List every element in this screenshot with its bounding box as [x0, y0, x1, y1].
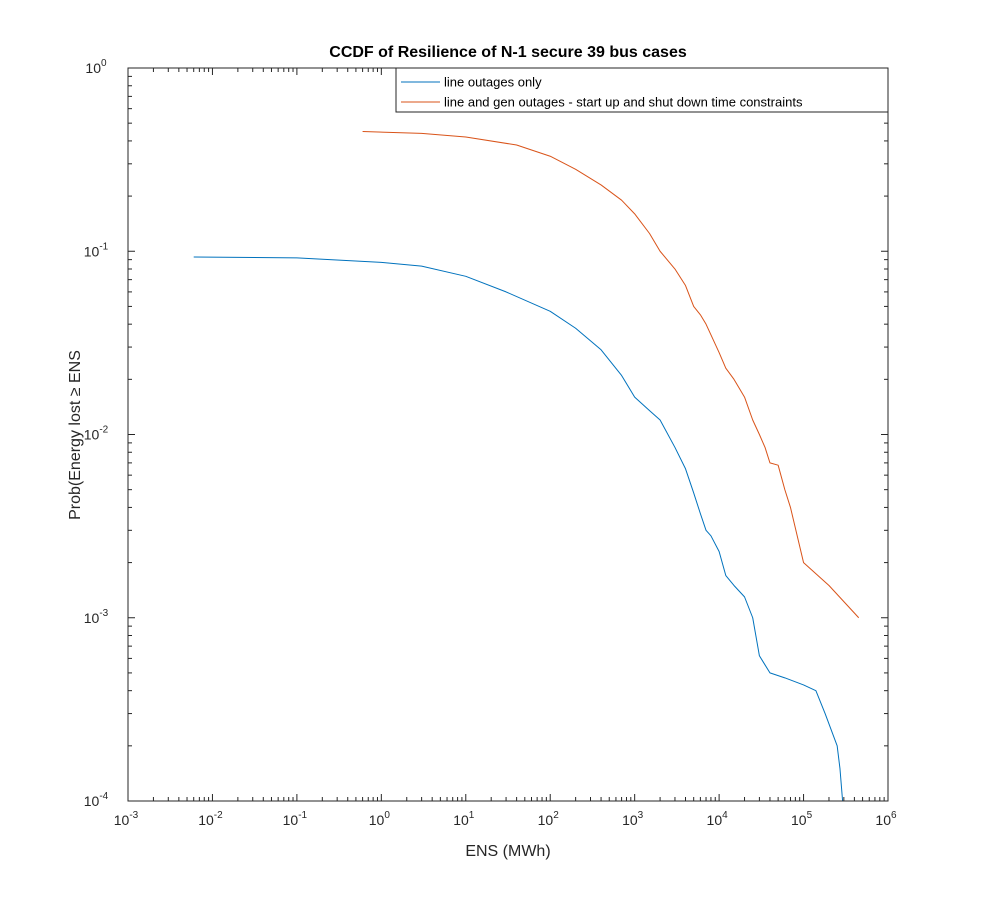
series-layer	[193, 131, 860, 802]
plot-area: 10-3 10-2 10-1 100 101 102 103 104 105 106 10-4 10-…	[84, 58, 897, 828]
tick-layer: 10-3 10-2 10-1 100 101 102 103 104 105 106 10-4 10-…	[84, 58, 897, 828]
axes-background	[128, 68, 888, 801]
y-tick-label: 10-4	[84, 791, 109, 809]
x-tick-label: 101	[453, 810, 475, 828]
x-tick-label: 10-3	[114, 810, 139, 828]
legend-label-line-outages: line outages only	[444, 75, 542, 90]
chart-title: CCDF of Resilience of N-1 secure 39 bus …	[329, 44, 687, 61]
series-line-0	[193, 256, 844, 802]
y-tick-label: 100	[85, 58, 107, 76]
x-tick-label: 105	[791, 810, 813, 828]
x-axis-label: ENS (MWh)	[465, 843, 550, 860]
x-tick-label: 10-2	[198, 810, 223, 828]
x-tick-label: 102	[538, 810, 560, 828]
series-line-1	[362, 131, 860, 619]
y-axis-label: Prob(Energy lost ≥ ENS	[67, 350, 84, 520]
legend: line outages only line and gen outages -…	[395, 67, 889, 113]
legend-label-line-gen-outages: line and gen outages - start up and shut…	[444, 95, 803, 110]
legend-box	[395, 67, 889, 113]
x-tick-label: 10-1	[283, 810, 308, 828]
y-tick-label: 10-3	[84, 608, 109, 626]
y-tick-label: 10-1	[84, 241, 109, 259]
x-tick-label: 103	[622, 810, 644, 828]
y-tick-label: 10-2	[84, 425, 109, 443]
x-tick-label: 106	[875, 810, 897, 828]
x-tick-label: 104	[707, 810, 729, 828]
x-tick-label: 100	[369, 810, 391, 828]
